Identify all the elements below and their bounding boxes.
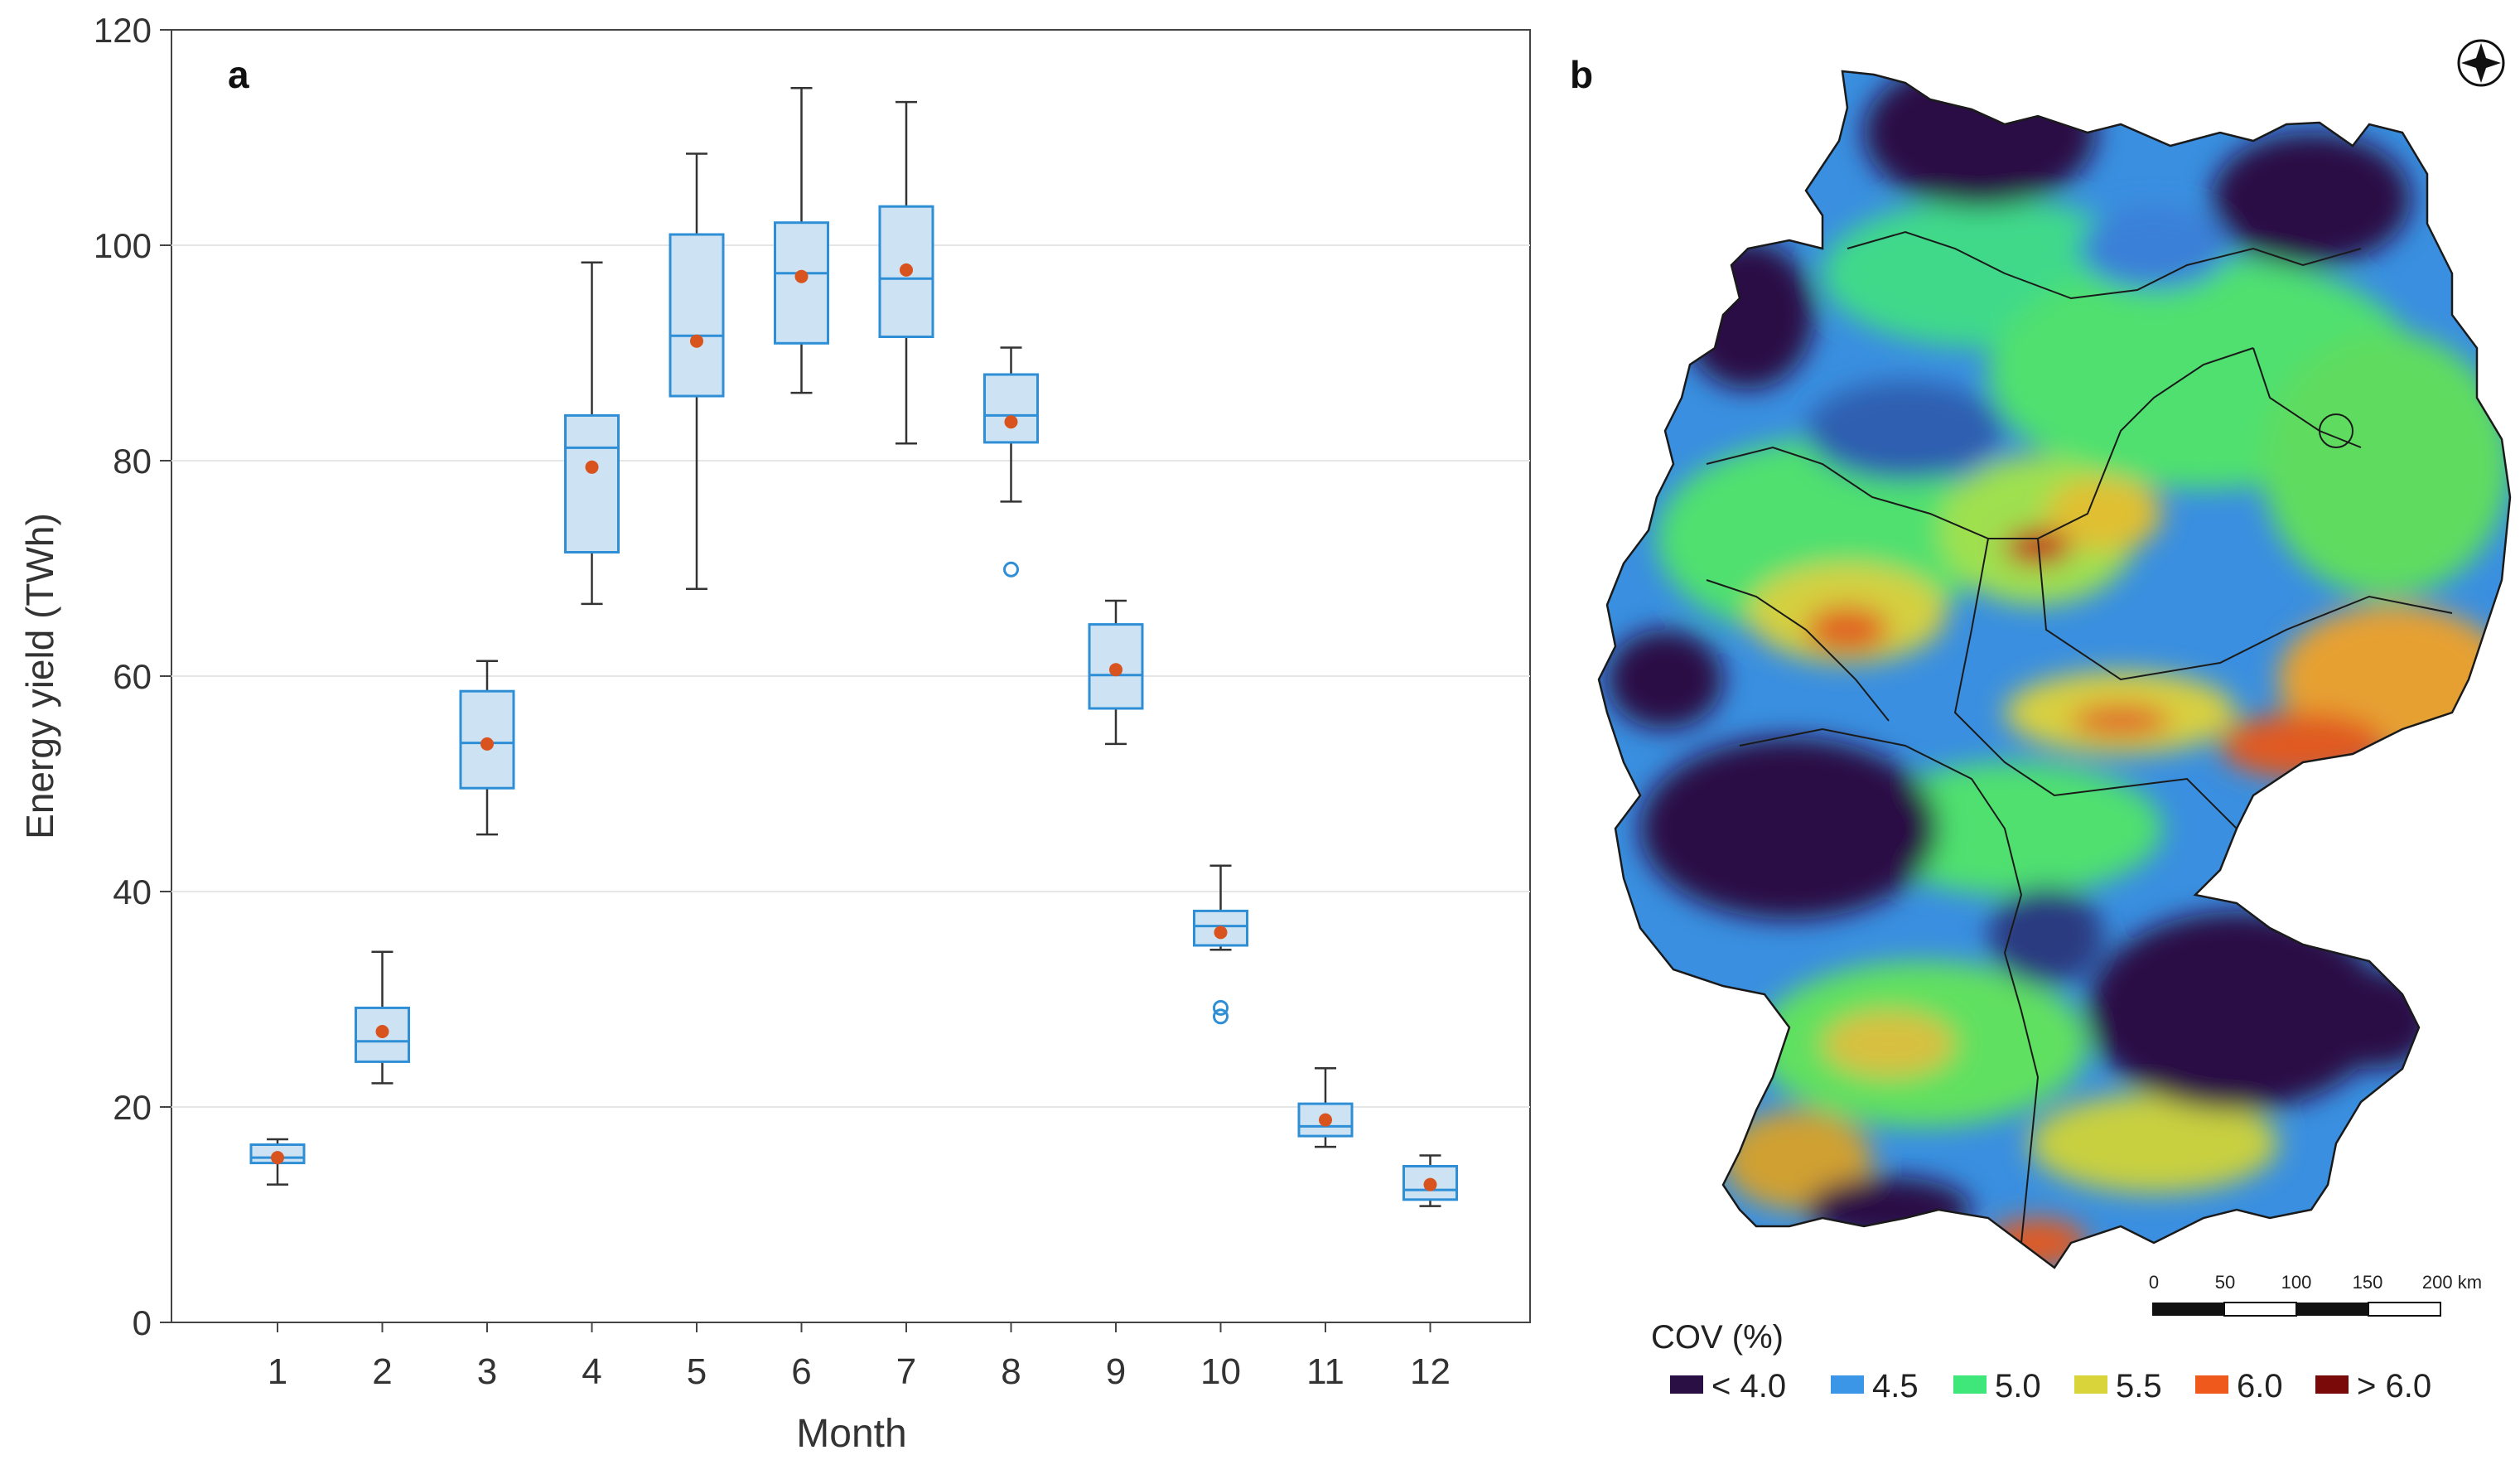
x-tick-label: 4 [582, 1351, 601, 1392]
box-month-12 [1402, 1154, 1458, 1207]
x-tick-label: 6 [791, 1351, 811, 1392]
y-axis: 0 20 40 60 80 100 120 [94, 11, 171, 1342]
x-tick-label: 11 [1306, 1351, 1344, 1392]
x-tick-label: 12 [1410, 1351, 1451, 1392]
x-tick-label: 9 [1106, 1351, 1126, 1392]
x-axis-title: Month [796, 1412, 906, 1456]
legend-title: COV (%) [1651, 1319, 1784, 1356]
mean-dot [1423, 1177, 1437, 1191]
iqr-box [564, 413, 620, 553]
cov-legend: COV (%) < 4.0 4.5 5.0 5.5 6.0 > 6.0 [1651, 1319, 2431, 1404]
mean-dot [1109, 663, 1122, 677]
box-month-7 [878, 100, 934, 445]
panel-letter-a: a [228, 53, 249, 96]
panel-letter-b: b [1570, 53, 1593, 96]
box-month-11 [1297, 1066, 1354, 1148]
legend-label: 5.5 [2116, 1368, 2162, 1404]
legend-label: > 6.0 [2357, 1368, 2431, 1404]
north-arrow-icon [2457, 39, 2505, 87]
scale-label-100: 100 [2281, 1272, 2312, 1293]
legend-item: 5.0 [1953, 1368, 2041, 1404]
scale-label-0: 0 [2149, 1272, 2159, 1293]
mean-dot [1319, 1113, 1332, 1127]
germany-outline [1597, 70, 2512, 1269]
box-month-10 [1193, 864, 1248, 1025]
y-tick-label: 120 [94, 11, 152, 50]
y-tick-label: 0 [133, 1303, 152, 1342]
iqr-box [669, 233, 725, 398]
scale-label-50: 50 [2215, 1272, 2235, 1293]
x-axis: 1 2 3 4 5 6 7 8 9 10 11 12 [268, 1322, 1451, 1392]
box-month-4 [564, 261, 620, 606]
box-series [249, 86, 1458, 1207]
legend-swatch [2315, 1375, 2349, 1394]
box-month-6 [774, 86, 829, 394]
scale-label-200: 200 km [2422, 1272, 2482, 1293]
x-tick-label: 7 [896, 1351, 916, 1392]
y-axis-title: Energy yield (TWh) [18, 513, 61, 839]
scale-bar: 0 50 100 150 200 km [2149, 1272, 2482, 1317]
x-tick-label: 1 [268, 1351, 287, 1392]
y-tick-label: 80 [113, 442, 152, 481]
mean-dot [480, 737, 494, 751]
legend-swatch [1670, 1375, 1703, 1394]
iqr-box [983, 373, 1039, 444]
outlier-point [1003, 561, 1019, 578]
legend-label: 4.5 [1872, 1368, 1919, 1404]
germany-cov-map [1599, 71, 2510, 1268]
legend-swatch [1831, 1375, 1864, 1394]
x-tick-label: 3 [477, 1351, 497, 1392]
box-month-8 [983, 346, 1039, 578]
outlier-point [1213, 1008, 1229, 1025]
x-tick-label: 2 [372, 1351, 392, 1392]
legend-item: > 6.0 [2315, 1368, 2431, 1404]
legend-label: 5.0 [1995, 1368, 2041, 1404]
box-month-9 [1088, 599, 1144, 746]
box-month-5 [669, 152, 725, 590]
y-tick-label: 20 [113, 1088, 152, 1127]
scale-label-150: 150 [2353, 1272, 2383, 1293]
x-tick-label: 10 [1200, 1351, 1241, 1392]
y-tick-label: 100 [94, 226, 152, 265]
iqr-box [1297, 1102, 1354, 1138]
legend-item: 4.5 [1831, 1368, 1919, 1404]
mean-dot [271, 1151, 284, 1165]
legend-swatch [2074, 1375, 2107, 1394]
mean-dot [1214, 926, 1228, 940]
legend-label: < 4.0 [1711, 1368, 1786, 1404]
y-tick-label: 40 [113, 872, 152, 911]
legend-item: 6.0 [2195, 1368, 2283, 1404]
box-month-3 [459, 660, 515, 836]
legend-item: < 4.0 [1670, 1368, 1786, 1404]
x-tick-label: 5 [687, 1351, 707, 1392]
x-tick-label: 8 [1001, 1351, 1021, 1392]
mean-dot [585, 460, 599, 474]
legend-swatch [2195, 1375, 2228, 1394]
legend-item: 5.5 [2074, 1368, 2162, 1404]
box-month-2 [355, 950, 410, 1085]
legend-swatch [1953, 1375, 1987, 1394]
mean-dot [794, 269, 809, 283]
mean-dot [690, 334, 703, 348]
y-tick-label: 60 [113, 657, 152, 696]
mean-dot [375, 1025, 389, 1038]
state-borders [1706, 230, 2453, 1244]
legend-label: 6.0 [2237, 1368, 2283, 1404]
panel-b: b [1570, 39, 2512, 1404]
outlier-point [1213, 999, 1229, 1016]
box-month-1 [249, 1138, 306, 1186]
mean-dot [1004, 415, 1018, 429]
mean-dot [900, 263, 913, 277]
